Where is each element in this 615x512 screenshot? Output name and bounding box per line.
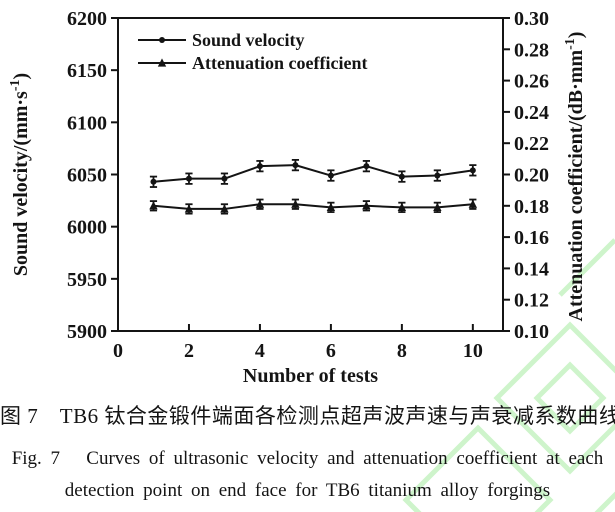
x-tick-label: 10 [463,340,483,362]
legend-label: Sound velocity [192,30,305,50]
left-tick-label: 6000 [67,217,107,239]
series-line-sound-velocity [153,164,473,183]
right-tick-label: 0.14 [514,258,549,280]
data-point-marker [220,204,229,213]
legend-label: Attenuation coefficient [192,53,367,73]
data-point-marker [184,204,194,213]
data-point-marker [185,175,192,182]
x-axis: 0 2 4 6 8 10 Number of tests [113,324,483,387]
series-attenuation-coefficient [149,198,478,215]
data-point-marker [149,201,158,210]
data-point-marker [291,199,300,208]
data-point-marker [397,202,407,211]
data-point-marker [327,172,334,179]
x-tick-label: 6 [326,340,336,362]
right-tick-label: 0.28 [514,39,549,61]
data-point-marker [398,173,405,180]
data-point-marker [434,172,441,179]
right-axis-title: Attenuation coefficient/(dB·mm-1) [563,32,587,322]
right-tick-label: 0.26 [514,71,549,93]
data-point-marker [433,202,442,211]
legend-circle-marker-icon [159,37,165,43]
left-tick-label: 6150 [67,60,107,82]
data-point-marker [469,167,476,174]
watermark-diamond [533,361,607,435]
caption-english-line2: detection point on end face for TB6 tita… [64,480,551,501]
right-tick-label: 0.18 [514,196,549,218]
right-tick-label: 0.10 [514,321,549,343]
right-axis: 0.10 0.12 0.14 0.16 0.18 0.20 0.22 0.24 0.26 0.28… [503,8,587,343]
right-tick-label: 0.30 [514,8,549,30]
watermark-line [558,238,615,297]
series-line-attenuation-coefficient [153,203,473,210]
legend-item-sound-velocity: Sound velocity [138,30,305,50]
right-tick-label: 0.22 [514,133,549,155]
data-point-marker [292,162,299,169]
data-point-marker [468,199,478,208]
left-tick-label: 6050 [67,165,107,187]
data-point-marker [150,178,157,185]
series-sound-velocity [149,158,477,188]
data-point-marker [326,202,336,211]
right-tick-label: 0.12 [514,290,549,312]
data-point-marker [362,201,371,210]
left-tick-label: 5950 [67,269,107,291]
right-tick-label: 0.16 [514,227,549,249]
left-tick-label: 6200 [67,8,107,30]
data-point-marker [256,163,263,170]
legend-item-attenuation-coefficient: Attenuation coefficient [138,53,367,73]
caption-english-line1: Fig. 7 Curves of ultrasonic velocity and… [11,448,604,469]
left-axis-title: Sound velocity/(mm·s-1) [8,73,32,276]
right-tick-label: 0.24 [514,102,549,124]
data-point-marker [363,163,370,170]
chart-canvas: 0 2 4 6 8 10 Number of tests 5900 5950 6000 6050 61… [8,8,587,387]
data-point-marker [221,175,228,182]
x-tick-label: 4 [255,340,265,362]
watermark-diamond [402,424,554,512]
caption-chinese: 图 7 TB6 钛合金锻件端面各检测点超声波声速与声衰减系数曲线 [0,404,615,428]
x-tick-label: 0 [113,340,123,362]
left-tick-label: 6100 [67,112,107,134]
left-axis: 5900 5950 6000 6050 6100 6150 6200 Sound veloci… [8,8,118,343]
x-tick-label: 8 [397,340,407,362]
watermark-diamond [493,321,615,475]
left-tick-label: 5900 [67,321,107,343]
right-tick-label: 0.20 [514,165,549,187]
x-axis-title: Number of tests [243,365,378,387]
legend: Sound velocity Attenuation coefficient [138,30,367,73]
legend-triangle-marker-icon [157,58,167,67]
watermark-diamond [594,491,615,512]
x-tick-label: 2 [184,340,194,362]
data-point-marker [255,199,265,208]
